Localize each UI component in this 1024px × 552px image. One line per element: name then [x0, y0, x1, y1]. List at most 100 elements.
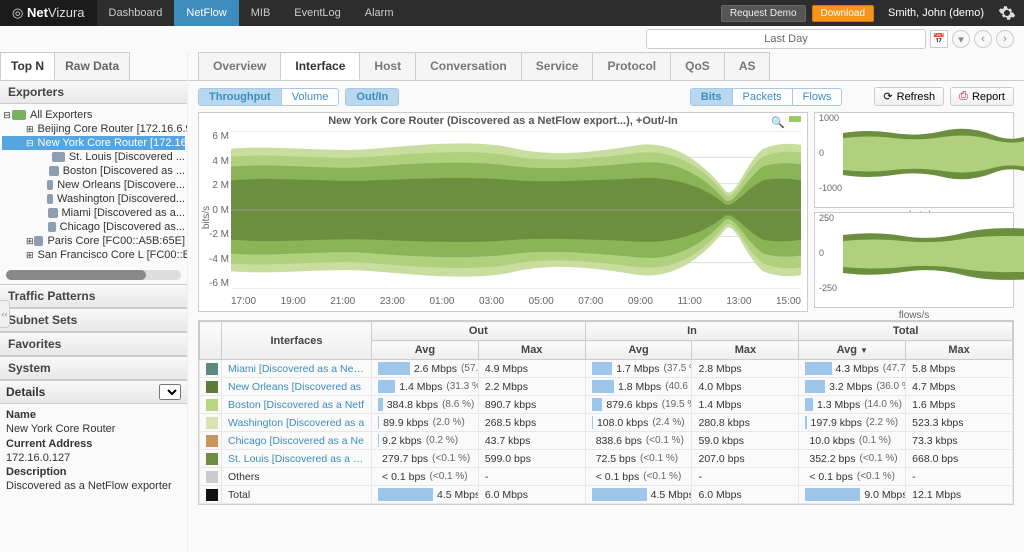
content-tab-protocol[interactable]: Protocol	[592, 52, 671, 80]
gear-icon[interactable]	[998, 4, 1016, 22]
th-in-avg[interactable]: Avg	[585, 341, 692, 360]
content-tab-overview[interactable]: Overview	[198, 52, 281, 80]
mini-chart-packets[interactable]: 10000-1000 packets/s	[814, 112, 1014, 208]
units-toggle: BitsPacketsFlows	[690, 88, 843, 106]
pill-throughput[interactable]: Throughput	[199, 89, 282, 105]
interface-link[interactable]: Washington [Discovered as a	[222, 414, 372, 432]
side-panel: Top NRaw Data Exporters ⊟All Exporters ⊞…	[0, 52, 188, 552]
pdf-icon: ⎙	[959, 90, 968, 103]
th-out-avg[interactable]: Avg	[372, 341, 479, 360]
request-demo-button[interactable]: Request Demo	[721, 5, 806, 22]
pill-volume[interactable]: Volume	[282, 89, 339, 105]
th-total-avg[interactable]: Avg▼	[799, 341, 906, 360]
table-row[interactable]: Others< 0.1 bps (<0.1 %)-< 0.1 bps (<0.1…	[200, 468, 1013, 486]
refresh-icon: ⟳	[883, 90, 892, 103]
topnav-eventlog[interactable]: EventLog	[282, 0, 352, 26]
zoom-icon[interactable]: 🔍	[771, 116, 785, 129]
interface-link[interactable]: New Orleans [Discovered as	[222, 378, 372, 396]
table-row[interactable]: Boston [Discovered as a Netf384.8 kbps (…	[200, 396, 1013, 414]
details-header: Details	[0, 380, 187, 404]
date-prev-icon[interactable]: ‹	[974, 30, 992, 48]
mini-chart-flows[interactable]: 2500-250 flows/s	[814, 212, 1014, 308]
interface-link: Others	[222, 468, 372, 486]
table-row[interactable]: New Orleans [Discovered as1.4 Mbps (31.3…	[200, 378, 1013, 396]
refresh-button[interactable]: ⟳Refresh	[874, 87, 944, 106]
interface-link[interactable]: Chicago [Discovered as a Ne	[222, 432, 372, 450]
main-chart[interactable]: New York Core Router (Discovered as a Ne…	[198, 112, 808, 312]
content-tabs: OverviewInterfaceHostConversationService…	[188, 52, 1024, 81]
tree-node[interactable]: St. Louis [Discovered ...	[2, 150, 185, 164]
tree-node[interactable]: ⊞Beijing Core Router [172.16.6.94	[2, 122, 185, 136]
side-tab-top-n[interactable]: Top N	[0, 52, 55, 80]
tree-root[interactable]: ⊟All Exporters	[2, 108, 185, 122]
top-nav: DashboardNetFlowMIBEventLogAlarm	[97, 0, 406, 26]
report-button[interactable]: ⎙Report	[950, 87, 1014, 106]
date-down-icon[interactable]: ▾	[952, 30, 970, 48]
tree-node[interactable]: Washington [Discovered...	[2, 192, 185, 206]
table-row[interactable]: St. Louis [Discovered as a Ne279.7 bps (…	[200, 450, 1013, 468]
collapse-sidebar-button[interactable]: ‹‹	[0, 300, 10, 328]
content-tab-conversation[interactable]: Conversation	[415, 52, 522, 80]
tree-node[interactable]: Boston [Discovered as ...	[2, 164, 185, 178]
exporters-header: Exporters	[0, 81, 187, 104]
tree-node[interactable]: New Orleans [Discovere...	[2, 178, 185, 192]
date-next-icon[interactable]: ›	[996, 30, 1014, 48]
table-row[interactable]: Total4.5 Mbps (100.0 %)6.0 Mbps4.5 Mbps …	[200, 486, 1013, 504]
download-button[interactable]: Download	[812, 5, 874, 22]
content-tab-as[interactable]: AS	[724, 52, 771, 80]
topnav-netflow[interactable]: NetFlow	[174, 0, 238, 26]
exporters-tree: ⊟All Exporters ⊞Beijing Core Router [172…	[0, 104, 187, 266]
content-tab-host[interactable]: Host	[359, 52, 416, 80]
th-out: Out	[372, 322, 586, 341]
details-value: New York Core Router	[6, 422, 181, 436]
interface-link[interactable]: Miami [Discovered as a NetFl	[222, 360, 372, 378]
topbar-right: Request Demo Download Smith, John (demo)	[721, 4, 1024, 22]
chart-menu-icon[interactable]	[789, 116, 801, 128]
content-tab-service[interactable]: Service	[521, 52, 594, 80]
details-select[interactable]	[159, 384, 181, 400]
metric-toggle: ThroughputVolume	[198, 88, 339, 106]
date-range-selector[interactable]: Last Day	[646, 29, 926, 49]
interface-link: Total	[222, 486, 372, 504]
user-name[interactable]: Smith, John (demo)	[880, 7, 992, 19]
topnav-dashboard[interactable]: Dashboard	[97, 0, 175, 26]
tree-node[interactable]: ⊞Paris Core [FC00::A5B:65E]	[2, 234, 185, 248]
th-interfaces[interactable]: Interfaces	[222, 322, 372, 360]
th-total-max[interactable]: Max	[906, 341, 1013, 360]
topnav-mib[interactable]: MIB	[239, 0, 283, 26]
pill-packets[interactable]: Packets	[733, 89, 793, 105]
accordion-traffic-patterns[interactable]: Traffic Patterns	[0, 284, 187, 308]
table-row[interactable]: Miami [Discovered as a NetFl2.6 Mbps (57…	[200, 360, 1013, 378]
pill-bits[interactable]: Bits	[691, 89, 733, 105]
content-tab-qos[interactable]: QoS	[670, 52, 725, 80]
interface-link[interactable]: St. Louis [Discovered as a Ne	[222, 450, 372, 468]
topnav-alarm[interactable]: Alarm	[353, 0, 406, 26]
tree-node[interactable]: Miami [Discovered as a...	[2, 206, 185, 220]
tree-node[interactable]: ⊟New York Core Router [172.16.0.	[2, 136, 185, 150]
interface-link[interactable]: Boston [Discovered as a Netf	[222, 396, 372, 414]
accordion-system[interactable]: System	[0, 356, 187, 380]
th-in-max[interactable]: Max	[692, 341, 799, 360]
table-row[interactable]: Chicago [Discovered as a Ne9.2 kbps (0.2…	[200, 432, 1013, 450]
details-body: NameNew York Core RouterCurrent Address1…	[0, 404, 187, 498]
date-range-bar: Last Day 📅 ▾ ‹ ›	[0, 26, 1024, 52]
toolbar: ThroughputVolume Out/In BitsPacketsFlows…	[188, 81, 1024, 112]
tree-scrollbar[interactable]	[6, 270, 181, 280]
accordion-favorites[interactable]: Favorites	[0, 332, 187, 356]
mini-flows-label: flows/s	[815, 310, 1013, 321]
pill-flows[interactable]: Flows	[793, 89, 842, 105]
tree-node[interactable]: Chicago [Discovered as...	[2, 220, 185, 234]
table-row[interactable]: Washington [Discovered as a89.9 kbps (2.…	[200, 414, 1013, 432]
brand-logo[interactable]: ◎ NetVizura	[0, 0, 97, 26]
accordion-subnet-sets[interactable]: Subnet Sets	[0, 308, 187, 332]
details-value: Discovered as a NetFlow exporter	[6, 479, 181, 493]
th-total: Total	[799, 322, 1013, 341]
calendar-icon[interactable]: 📅	[930, 30, 948, 48]
content-tab-interface[interactable]: Interface	[280, 52, 360, 80]
th-out-max[interactable]: Max	[478, 341, 585, 360]
tree-node[interactable]: ⊞San Francisco Core L [FC00::B8	[2, 248, 185, 262]
sort-desc-icon: ▼	[860, 346, 868, 355]
chart-title: New York Core Router (Discovered as a Ne…	[199, 115, 807, 127]
side-tab-raw-data[interactable]: Raw Data	[54, 52, 130, 80]
direction-pill[interactable]: Out/In	[345, 88, 399, 106]
